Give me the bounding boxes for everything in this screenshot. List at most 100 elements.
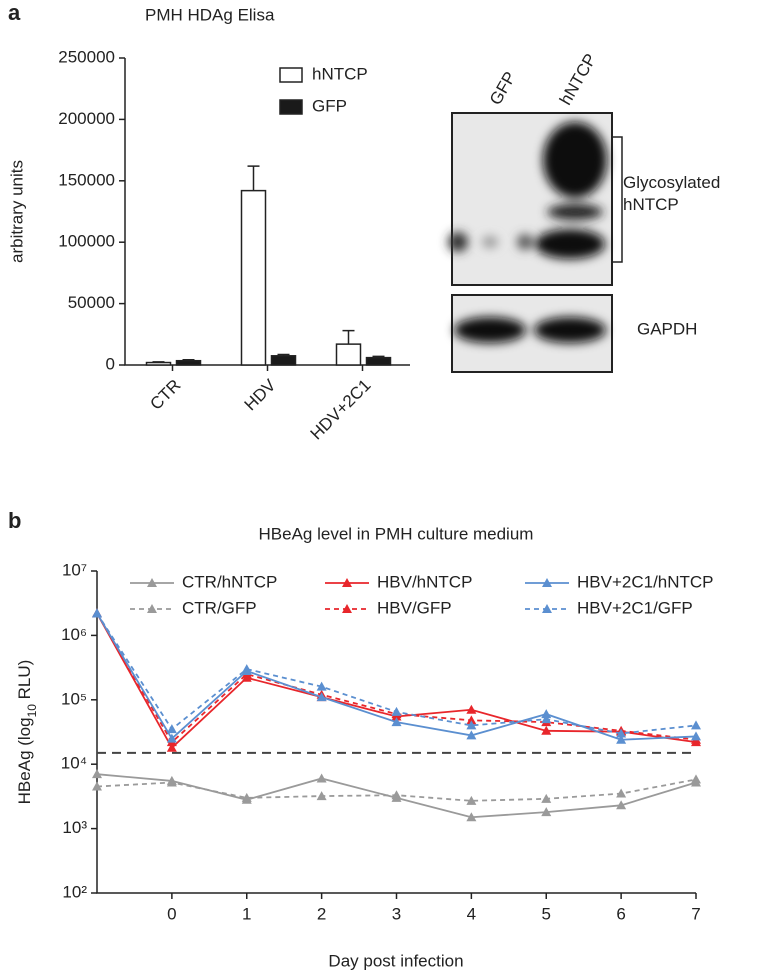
x-tick-label: CTR (146, 376, 184, 414)
panel-label: a (8, 0, 21, 25)
x-tick-label: 0 (167, 904, 176, 923)
point (616, 800, 627, 810)
point (541, 807, 552, 817)
point (616, 734, 627, 744)
y-tick-label: 10⁴ (61, 754, 87, 773)
legend-label: GFP (312, 96, 347, 115)
lane-label: GFP (486, 68, 520, 108)
axis (124, 58, 410, 366)
legend-label: CTR/hNTCP (182, 572, 277, 591)
band-label: GAPDH (637, 319, 697, 338)
point (316, 791, 327, 801)
y-axis-label-part: 10 (25, 704, 39, 718)
x-tick-label: 7 (691, 904, 700, 923)
point (541, 725, 552, 735)
legend-label: HBV/GFP (377, 598, 452, 617)
point (616, 728, 627, 738)
point (166, 724, 177, 734)
point (316, 681, 327, 691)
legend-swatch (279, 67, 303, 83)
x-tick-label: 2 (317, 904, 326, 923)
point (92, 608, 102, 618)
legend-marker (147, 604, 157, 613)
point (92, 769, 102, 779)
bar (365, 356, 392, 366)
blot: GFP hNTCP GAPDH (448, 50, 697, 373)
bar (335, 343, 362, 366)
y-axis-label-part: RLU) (15, 660, 34, 704)
legend-label: CTR/GFP (182, 598, 257, 617)
point (691, 731, 701, 741)
y-tick-label: 10⁵ (61, 689, 87, 708)
x-tick-label: 1 (242, 904, 251, 923)
x-tick-label: 5 (542, 904, 551, 923)
bracket (612, 136, 623, 263)
legend-marker (542, 578, 552, 587)
y-tick-label: 50000 (68, 293, 115, 312)
y-tick-label: 0 (106, 354, 115, 373)
point (391, 717, 402, 727)
point (541, 793, 552, 803)
y-axis-label: arbitrary units (7, 160, 26, 263)
y-tick-label: 10³ (62, 818, 87, 837)
y-tick-label: 10² (62, 882, 87, 901)
y-tick-label: 200000 (58, 109, 115, 128)
legend-marker (147, 578, 157, 587)
point (466, 715, 477, 725)
y-axis-label: HBeAg (log10 RLU) (15, 660, 39, 805)
bar (240, 189, 267, 366)
bar (270, 355, 297, 366)
legend-marker (342, 578, 352, 587)
band-label: Glycosylated hNTCP (623, 173, 721, 214)
legend-label: hNTCP (312, 64, 368, 83)
point (241, 664, 252, 674)
y-axis-label-part: HBeAg (log (15, 717, 34, 804)
x-tick-label: HDV+2C1 (307, 376, 375, 444)
bar (175, 359, 202, 366)
y-tick-label: 250000 (58, 47, 115, 66)
point (466, 704, 477, 714)
point (466, 720, 477, 730)
y-tick-label: 10⁶ (61, 625, 87, 644)
x-axis-label: Day post infection (328, 951, 463, 970)
series-line (96, 612, 697, 750)
point (241, 792, 252, 802)
legend-label: HBV+2C1/hNTCP (577, 572, 714, 591)
x-tick-label: 6 (616, 904, 625, 923)
blot-bands (448, 122, 607, 259)
point (166, 733, 177, 743)
panel-label: b (8, 508, 21, 533)
bar (145, 361, 172, 366)
point (466, 730, 477, 740)
x-tick-label: 3 (392, 904, 401, 923)
lane-label: hNTCP (556, 50, 600, 108)
legend-label: HBV+2C1/GFP (577, 598, 693, 617)
point (691, 720, 701, 730)
legend-marker (342, 604, 352, 613)
point (541, 714, 552, 724)
legend-swatch (279, 99, 303, 115)
chart-title: PMH HDAg Elisa (145, 5, 275, 24)
point (316, 773, 327, 783)
point (166, 777, 177, 787)
point (166, 742, 177, 752)
error-bar (247, 165, 260, 191)
point (391, 790, 402, 800)
point (391, 706, 402, 716)
x-tick-label: HDV (241, 375, 280, 414)
legend-label: HBV/hNTCP (377, 572, 472, 591)
point (616, 788, 627, 798)
x-tick-label: 4 (467, 904, 476, 923)
point (466, 795, 477, 805)
y-tick-label: 100000 (58, 232, 115, 251)
error-bar (342, 329, 355, 345)
axis (96, 571, 696, 894)
y-tick-label: 10⁷ (62, 560, 87, 579)
point (316, 692, 327, 702)
blot-bands (454, 317, 606, 343)
point (691, 774, 701, 784)
chart-title: HBeAg level in PMH culture medium (259, 524, 534, 543)
point (466, 812, 477, 822)
